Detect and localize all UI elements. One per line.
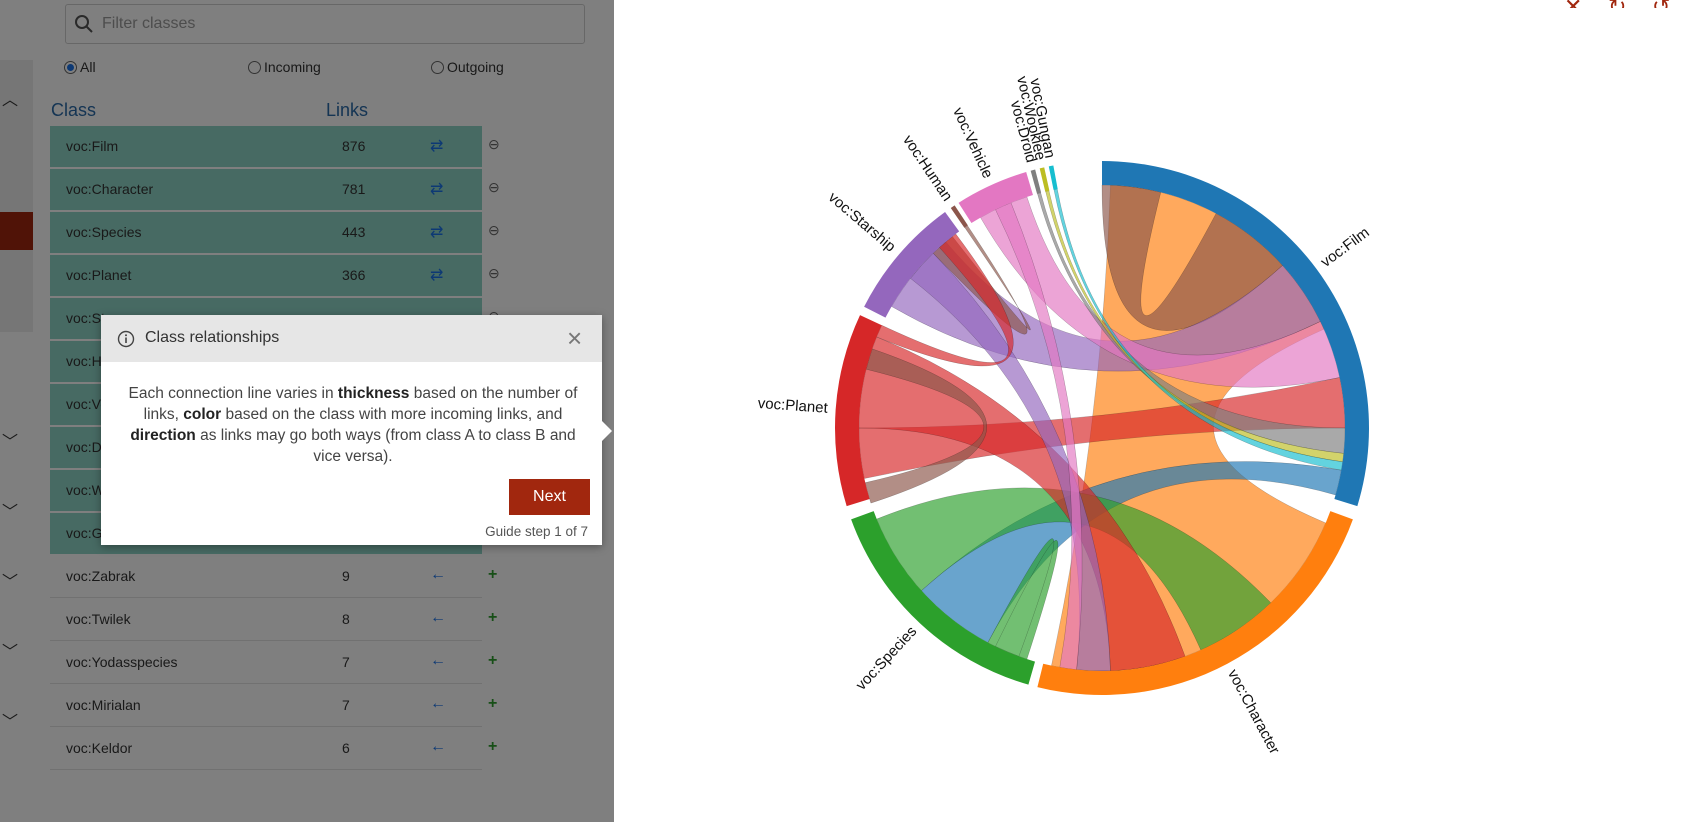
tooltip-text-1: Each connection line varies in [128,385,338,402]
chord-chart-panel: voc:Film voc:Character voc:Species voc:Plan… [614,8,1682,822]
chord-group-label: voc:Species [853,623,921,694]
tooltip-text-2: based on the number of links, [143,385,578,423]
tooltip-header: Class relationships × [101,315,602,362]
tooltip-text-3: based on the class with more incoming li… [221,406,563,423]
tooltip-bold-direction: direction [130,427,196,444]
chord-ribbon[interactable] [1101,184,1283,331]
chord-group-arc[interactable] [851,511,1036,685]
chord-group-arc[interactable] [1039,167,1050,192]
tooltip-title: Class relationships [145,329,280,346]
chord-group-arc[interactable] [1102,161,1369,507]
chord-group-label: voc:Planet [757,395,829,417]
tooltip-arrow [601,420,612,442]
guide-step-indicator: Guide step 1 of 7 [485,524,588,539]
next-button[interactable]: Next [509,479,590,515]
tooltip-bold-color: color [183,406,222,423]
chord-ribbon[interactable] [980,196,1340,388]
chord-diagram: voc:Film voc:Character voc:Species voc:Plan… [757,75,1373,757]
tooltip-text-4: as links may go both ways (from class A … [195,427,576,465]
chord-group-arc[interactable] [1048,165,1058,190]
tooltip-close-button[interactable]: × [567,323,583,353]
chord-group-label: voc:Film [1318,224,1373,271]
chord-group-arc[interactable] [835,315,882,507]
chord-group-label: voc:Vehicle [949,105,996,181]
chord-group-label: voc:Character [1224,667,1283,757]
chord-group-arc[interactable] [958,171,1033,224]
chord-group-arc[interactable] [864,211,960,318]
chord-group-arc[interactable] [950,205,968,228]
info-icon [117,330,135,353]
tooltip-body: Each connection line varies in thickness… [123,383,583,467]
chord-group-arc[interactable] [1037,511,1353,696]
chord-group-label: voc:Human [899,132,956,204]
chord-group-label: voc:Starship [825,189,899,256]
chord-group-arc[interactable] [1030,169,1042,194]
guide-tooltip: Class relationships × Each connection li… [101,315,612,545]
tooltip-bold-thickness: thickness [337,385,410,402]
chord-ribbon[interactable] [987,538,1059,660]
chord-ribbon[interactable] [921,461,1342,643]
